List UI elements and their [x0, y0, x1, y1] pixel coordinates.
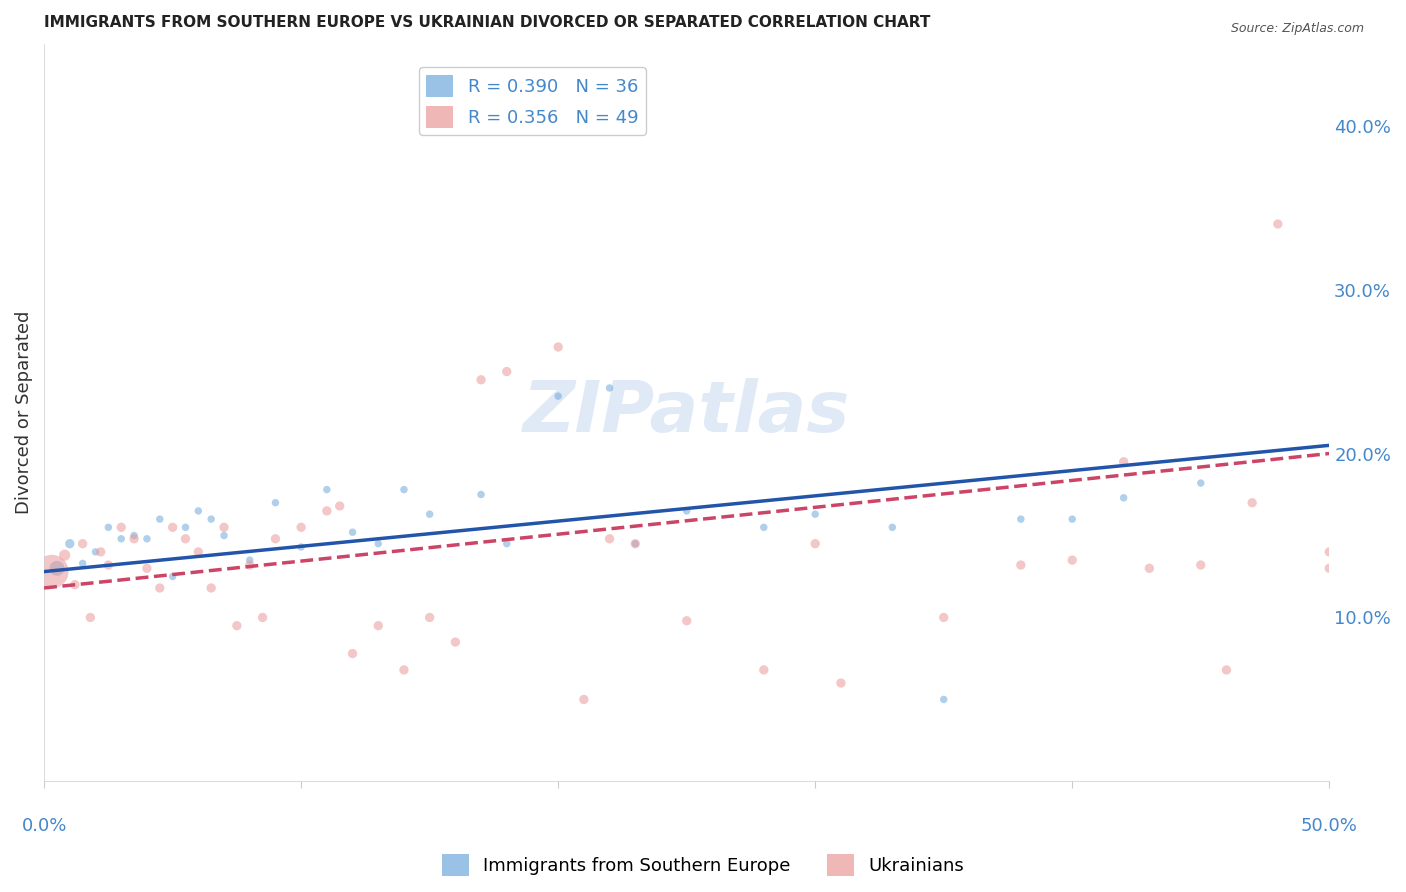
Point — [547, 389, 569, 403]
Point — [1317, 561, 1340, 575]
Point — [752, 520, 775, 534]
Point — [495, 365, 517, 379]
Point — [174, 532, 197, 546]
Y-axis label: Divorced or Separated: Divorced or Separated — [15, 310, 32, 514]
Point — [675, 614, 697, 628]
Point — [174, 520, 197, 534]
Point — [804, 537, 827, 551]
Point — [367, 537, 389, 551]
Point — [752, 663, 775, 677]
Point — [1241, 496, 1264, 510]
Text: ZIPatlas: ZIPatlas — [523, 378, 851, 447]
Point — [212, 528, 235, 542]
Point — [200, 581, 222, 595]
Point — [59, 537, 82, 551]
Point — [46, 561, 69, 575]
Point — [932, 692, 955, 706]
Point — [187, 504, 209, 518]
Point — [624, 537, 647, 551]
Point — [41, 565, 63, 579]
Point — [444, 635, 467, 649]
Point — [599, 532, 621, 546]
Point — [342, 647, 364, 661]
Point — [1112, 491, 1135, 505]
Point — [470, 487, 492, 501]
Text: Source: ZipAtlas.com: Source: ZipAtlas.com — [1230, 22, 1364, 36]
Point — [110, 520, 132, 534]
Point — [72, 537, 94, 551]
Legend: R = 0.390   N = 36, R = 0.356   N = 49: R = 0.390 N = 36, R = 0.356 N = 49 — [419, 68, 645, 135]
Point — [392, 483, 415, 497]
Point — [63, 577, 86, 591]
Point — [419, 610, 441, 624]
Point — [72, 557, 94, 571]
Point — [84, 545, 107, 559]
Point — [419, 507, 441, 521]
Text: IMMIGRANTS FROM SOUTHERN EUROPE VS UKRAINIAN DIVORCED OR SEPARATED CORRELATION C: IMMIGRANTS FROM SOUTHERN EUROPE VS UKRAI… — [44, 15, 931, 30]
Point — [122, 528, 145, 542]
Point — [90, 545, 112, 559]
Point — [187, 545, 209, 559]
Point — [79, 610, 101, 624]
Point — [1267, 217, 1289, 231]
Point — [122, 532, 145, 546]
Point — [1112, 455, 1135, 469]
Point — [315, 504, 337, 518]
Point — [97, 558, 120, 572]
Point — [149, 512, 172, 526]
Text: 0.0%: 0.0% — [21, 817, 67, 835]
Point — [1215, 663, 1237, 677]
Point — [162, 520, 184, 534]
Point — [329, 499, 352, 513]
Point — [135, 561, 157, 575]
Point — [1317, 545, 1340, 559]
Point — [830, 676, 852, 690]
Point — [162, 569, 184, 583]
Legend: Immigrants from Southern Europe, Ukrainians: Immigrants from Southern Europe, Ukraini… — [434, 847, 972, 883]
Text: 50.0%: 50.0% — [1301, 817, 1358, 835]
Point — [495, 537, 517, 551]
Point — [110, 532, 132, 546]
Point — [932, 610, 955, 624]
Point — [1137, 561, 1160, 575]
Point — [1010, 512, 1032, 526]
Point — [470, 373, 492, 387]
Point — [315, 483, 337, 497]
Point — [1010, 558, 1032, 572]
Point — [200, 512, 222, 526]
Point — [239, 553, 262, 567]
Point — [264, 532, 287, 546]
Point — [1189, 558, 1212, 572]
Point — [252, 610, 274, 624]
Point — [342, 525, 364, 540]
Point — [1062, 512, 1084, 526]
Point — [392, 663, 415, 677]
Point — [290, 540, 312, 554]
Point — [239, 558, 262, 572]
Point — [149, 581, 172, 595]
Point — [97, 520, 120, 534]
Point — [135, 532, 157, 546]
Point — [367, 618, 389, 632]
Point — [212, 520, 235, 534]
Point — [572, 692, 595, 706]
Point — [53, 548, 76, 562]
Point — [264, 496, 287, 510]
Point — [882, 520, 904, 534]
Point — [675, 504, 697, 518]
Point — [599, 381, 621, 395]
Point — [1189, 476, 1212, 491]
Point — [624, 537, 647, 551]
Point — [1062, 553, 1084, 567]
Point — [290, 520, 312, 534]
Point — [804, 507, 827, 521]
Point — [225, 618, 247, 632]
Point — [547, 340, 569, 354]
